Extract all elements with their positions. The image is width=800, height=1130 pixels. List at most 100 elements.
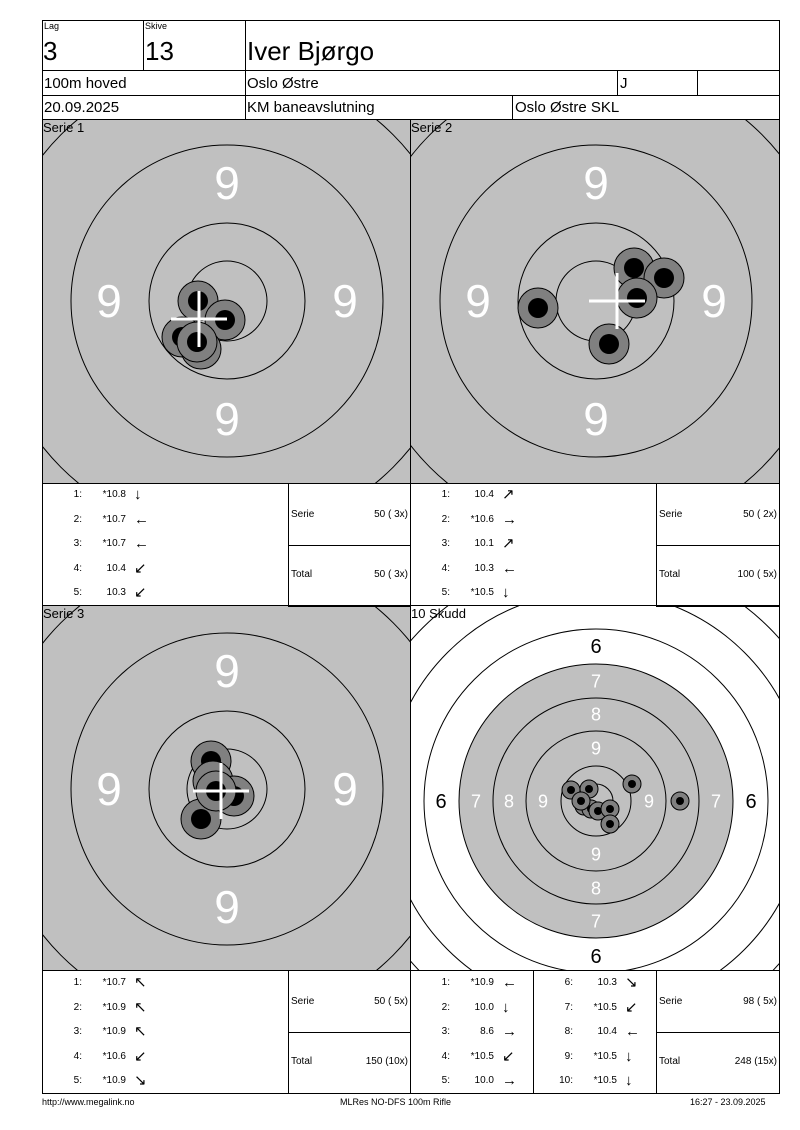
ring-number-9: 9 bbox=[214, 645, 240, 697]
summary-serie-cell bbox=[656, 483, 780, 546]
skive-value: 13 bbox=[145, 36, 174, 66]
target-serie-1: 9 9 9 9 Serie 1 bbox=[42, 119, 411, 484]
shot-row: 3: *10.9 ↖ bbox=[42, 1020, 162, 1044]
target-svg: 9 9 9 9 bbox=[43, 120, 410, 483]
ring-number-9: 9 bbox=[465, 275, 491, 327]
ring-number-6: 6 bbox=[590, 636, 601, 658]
shot-score: 10.4 bbox=[597, 1026, 617, 1037]
ring bbox=[439, 144, 753, 458]
shot-score: 10.4 bbox=[106, 562, 126, 574]
serie-score: 50 ( 2x) bbox=[743, 509, 777, 520]
shot-number: 1: bbox=[73, 977, 82, 988]
skive-label: Skive bbox=[145, 21, 168, 31]
shot-number: 1: bbox=[441, 977, 450, 988]
shot-number: 3: bbox=[441, 1026, 450, 1037]
ring-number-6: 6 bbox=[435, 791, 446, 813]
ring-number-9: 9 bbox=[214, 881, 240, 933]
total-label: Total bbox=[291, 569, 313, 580]
shot-number: 4: bbox=[73, 562, 82, 574]
shot-direction-arrow-icon: ↙ bbox=[625, 998, 638, 1016]
shot-number: 3: bbox=[73, 1026, 82, 1037]
shot-core bbox=[187, 332, 207, 352]
ring-number-9: 9 bbox=[96, 275, 122, 327]
ring-number-7: 7 bbox=[711, 791, 721, 811]
ring bbox=[70, 632, 384, 946]
ring bbox=[148, 222, 306, 380]
shot-core bbox=[567, 786, 575, 794]
shot-direction-arrow-icon: ↖ bbox=[134, 1023, 147, 1040]
shot-row: 2: *10.6 → bbox=[410, 508, 530, 532]
shot-direction-arrow-icon: ↖ bbox=[134, 998, 147, 1016]
serie-label: Serie bbox=[659, 509, 683, 520]
shot-direction-arrow-icon: ↙ bbox=[134, 584, 147, 601]
shot-score: 10.0 bbox=[474, 1001, 494, 1013]
shot-direction-arrow-icon: ← bbox=[134, 510, 149, 528]
class: 100m hoved bbox=[44, 75, 127, 92]
panel-title: Serie 2 bbox=[411, 120, 453, 135]
ring-number-9: 9 bbox=[96, 763, 122, 815]
shot-score: *10.6 bbox=[102, 1050, 126, 1062]
shot-row: 3: 10.1 ↗ bbox=[410, 532, 530, 556]
shot-direction-arrow-icon: ↗ bbox=[502, 535, 515, 552]
ring bbox=[70, 144, 384, 458]
ring-number-8: 8 bbox=[504, 791, 514, 811]
footer-url[interactable]: http://www.megalink.no bbox=[42, 1097, 135, 1107]
ring-number-9: 9 bbox=[538, 791, 548, 811]
shot-direction-arrow-icon: ← bbox=[502, 974, 517, 991]
ring-number-9: 9 bbox=[214, 393, 240, 445]
shot-row: 7: *10.5 ↙ bbox=[533, 996, 653, 1020]
shot-number: 4: bbox=[73, 1050, 82, 1062]
shot-row: 2: 10.0 ↓ bbox=[410, 996, 530, 1020]
serie-score: 50 ( 3x) bbox=[374, 509, 408, 520]
shot-direction-arrow-icon: ↓ bbox=[625, 1072, 633, 1089]
ring-number-9: 9 bbox=[701, 275, 727, 327]
shot-score: *10.9 bbox=[102, 1026, 126, 1037]
shot-direction-arrow-icon: ↓ bbox=[502, 584, 510, 601]
club: Oslo Østre bbox=[247, 75, 319, 92]
total-score: 150 (10x) bbox=[365, 1056, 408, 1067]
shot-number: 1: bbox=[441, 489, 450, 500]
shot-row: 3: *10.7 ← bbox=[42, 532, 162, 556]
target-serie-2: 9 9 9 9 Serie 2 bbox=[410, 119, 780, 484]
shot-score: *10.9 bbox=[102, 1075, 126, 1086]
event: KM baneavslutning bbox=[247, 99, 375, 116]
ring bbox=[517, 222, 675, 380]
shot-core bbox=[627, 288, 647, 308]
shot-core bbox=[624, 258, 644, 278]
ring-number-8: 8 bbox=[591, 704, 601, 724]
target-serie-3: 9 9 9 9 Serie 3 bbox=[42, 605, 411, 971]
shot-number: 6: bbox=[564, 977, 573, 988]
shot-score: *10.5 bbox=[470, 1050, 494, 1062]
shot-row: 6: 10.3 ↘ bbox=[533, 971, 653, 995]
shot-score: *10.5 bbox=[470, 587, 494, 598]
shot-row: 2: *10.9 ↖ bbox=[42, 996, 162, 1020]
shot-direction-arrow-icon: ↘ bbox=[625, 974, 638, 991]
shot-direction-arrow-icon: ↙ bbox=[134, 559, 147, 577]
ring-number-8: 8 bbox=[591, 878, 601, 898]
total-label: Total bbox=[291, 1056, 313, 1067]
ring-number-7: 7 bbox=[471, 791, 481, 811]
shot-row: 4: 10.3 ← bbox=[410, 557, 530, 581]
shot-row: 1: *10.7 ↖ bbox=[42, 971, 162, 995]
shot-direction-arrow-icon: ↓ bbox=[502, 998, 510, 1016]
lag-label: Lag bbox=[44, 21, 60, 31]
serie-score: 98 ( 5x) bbox=[743, 996, 777, 1007]
ring-number-9: 9 bbox=[644, 791, 654, 811]
shot-score: 10.3 bbox=[597, 977, 617, 988]
shot-row: 2: *10.7 ← bbox=[42, 508, 162, 532]
shot-number: 8: bbox=[564, 1026, 573, 1037]
shot-row: 4: *10.5 ↙ bbox=[410, 1045, 530, 1069]
ring-number-9: 9 bbox=[591, 844, 601, 864]
shot-number: 3: bbox=[73, 538, 82, 549]
shot-score: 10.0 bbox=[474, 1075, 494, 1086]
shot-number: 2: bbox=[73, 1001, 82, 1013]
lag-value: 3 bbox=[43, 36, 58, 66]
ring bbox=[525, 730, 667, 872]
organizer: Oslo Østre SKL bbox=[515, 99, 620, 116]
shot-row: 3: 8.6 → bbox=[410, 1020, 530, 1044]
shot-direction-arrow-icon: ↖ bbox=[134, 974, 147, 991]
shot-core bbox=[654, 268, 674, 288]
shooter-name: Iver Bjørgo bbox=[247, 36, 375, 66]
total-label: Total bbox=[659, 1056, 681, 1067]
ring-number-7: 7 bbox=[591, 671, 601, 691]
